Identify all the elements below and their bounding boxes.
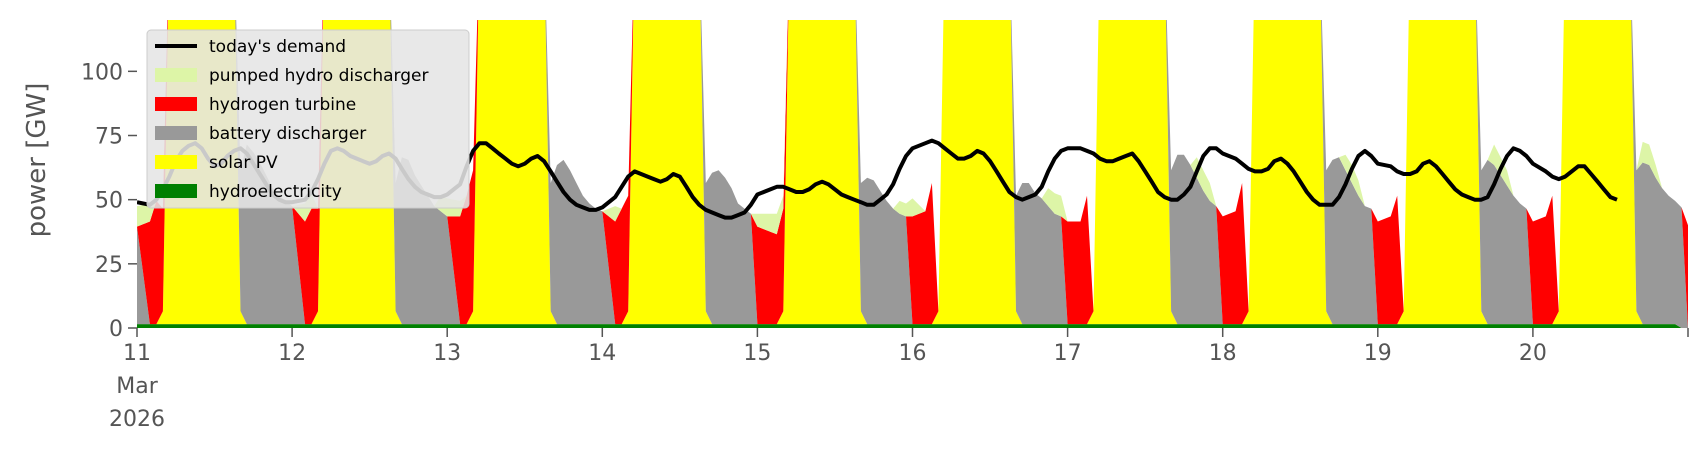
x-tick-label: 11 — [123, 341, 151, 366]
legend-swatch — [155, 68, 197, 82]
y-tick-label: 50 — [95, 189, 123, 214]
x-tick-label: 18 — [1209, 341, 1237, 366]
y-tick-label: 25 — [95, 253, 123, 278]
area-hydrogen-turbine — [137, 20, 1688, 328]
legend-box — [146, 29, 470, 209]
area-solar-pv — [137, 20, 1688, 328]
y-axis-label: power [GW] — [22, 83, 52, 238]
legend-label: pumped hydro discharger — [209, 66, 428, 86]
area-battery-discharger — [137, 20, 1688, 328]
legend-label: hydroelectricity — [209, 182, 342, 202]
legend-label: today's demand — [209, 37, 346, 57]
x-tick-label: 15 — [743, 341, 771, 366]
axes: 0 25 50 75 100 11 12 13 14 15 16 17 18 19 20 Mar 2026 — [81, 60, 1689, 432]
legend-swatch — [155, 97, 197, 111]
x-tick-label: 14 — [588, 341, 616, 366]
x-tick-sublabel: 2026 — [109, 407, 165, 432]
x-tick-label: 19 — [1364, 341, 1392, 366]
x-tick-sublabel: Mar — [116, 374, 158, 399]
y-tick-label: 75 — [95, 125, 123, 150]
area-hydroelectricity — [137, 324, 1688, 328]
x-tick-label: 16 — [899, 341, 927, 366]
x-tick-label: 13 — [433, 341, 461, 366]
y-tick-label: 0 — [109, 317, 123, 342]
legend: today's demand pumped hydro discharger hyd… — [146, 29, 470, 209]
x-tick-label: 12 — [278, 341, 306, 366]
legend-label: battery discharger — [209, 124, 366, 144]
stacked-areas — [137, 20, 1688, 328]
legend-swatch — [155, 126, 197, 140]
legend-label: solar PV — [209, 153, 278, 173]
x-tick-label: 20 — [1519, 341, 1547, 366]
legend-swatch — [155, 184, 197, 198]
x-tick-label: 17 — [1054, 341, 1082, 366]
legend-label: hydrogen turbine — [209, 95, 356, 115]
legend-swatch — [155, 155, 197, 169]
y-tick-label: 100 — [81, 60, 123, 85]
